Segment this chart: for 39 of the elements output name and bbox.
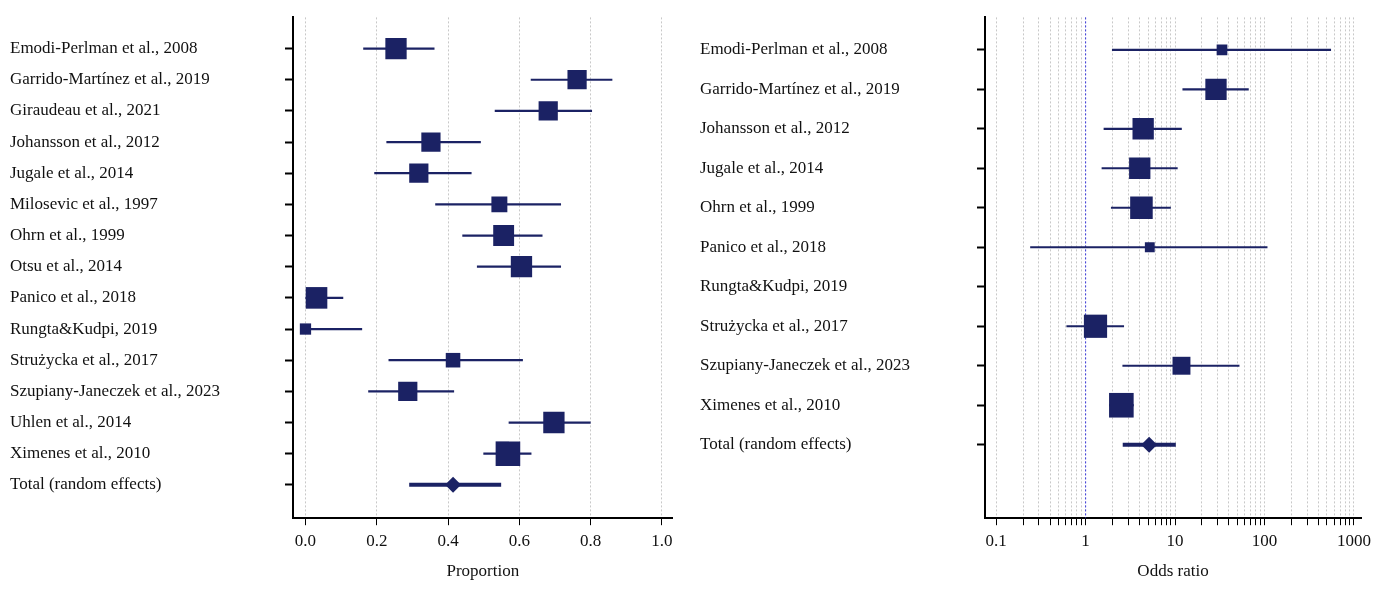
y-tick-label: Panico et al., 2018 — [10, 287, 137, 307]
y-tick-label: Milosevic et al., 1997 — [10, 193, 159, 213]
y-tick-label: Ohrn et al., 1999 — [700, 197, 815, 217]
y-tick-label: Johansson et al., 2012 — [700, 118, 850, 138]
y-tick-label: Garrido-Martínez et al., 2019 — [700, 78, 900, 98]
x-axis-title: Proportion — [446, 561, 520, 581]
x-tick-label: 1 — [1081, 530, 1090, 550]
y-tick-label: Rungta&Kudpi, 2019 — [10, 318, 158, 338]
y-tick-label: Total (random effects) — [700, 434, 852, 454]
y-tick-label: Panico et al., 2018 — [700, 236, 827, 256]
x-tick-label: 0.1 — [985, 530, 1007, 550]
x-axis-title: Odds ratio — [1137, 561, 1209, 581]
y-tick-label: Strużycka et al., 2017 — [10, 349, 159, 369]
x-tick-label: 1.0 — [651, 530, 673, 550]
y-tick-label: Otsu et al., 2014 — [10, 256, 123, 276]
y-tick-label: Total (random effects) — [10, 474, 162, 494]
x-tick-label: 10 — [1166, 530, 1184, 550]
y-tick-label: Jugale et al., 2014 — [700, 157, 824, 177]
y-tick-label: Ohrn et al., 1999 — [10, 225, 125, 245]
y-tick-label: Emodi-Perlman et al., 2008 — [700, 39, 888, 59]
y-tick-label: Ximenes et al., 2010 — [10, 443, 151, 463]
y-tick-label: Szupiany-Janeczek et al., 2023 — [10, 380, 221, 400]
y-tick-label: Ximenes et al., 2010 — [700, 394, 841, 414]
x-tick-label: 0.0 — [294, 530, 317, 550]
y-tick-label: Garrido-Martínez et al., 2019 — [10, 69, 210, 89]
y-tick-label: Jugale et al., 2014 — [10, 162, 134, 182]
y-tick-label: Szupiany-Janeczek et al., 2023 — [700, 355, 911, 375]
y-tick-label: Johansson et al., 2012 — [10, 131, 160, 151]
x-tick-label: 0.8 — [580, 530, 602, 550]
x-tick-label: 1000 — [1336, 530, 1371, 550]
y-tick-label: Strużycka et al., 2017 — [700, 315, 849, 335]
x-tick-label: 100 — [1251, 530, 1278, 550]
x-tick-label: 0.2 — [366, 530, 388, 550]
y-tick-label: Rungta&Kudpi, 2019 — [700, 276, 848, 296]
y-tick-label: Giraudeau et al., 2021 — [10, 100, 161, 120]
x-tick-label: 0.6 — [508, 530, 530, 550]
x-tick-label: 0.4 — [437, 530, 460, 550]
y-tick-label: Uhlen et al., 2014 — [10, 412, 132, 431]
y-tick-label: Emodi-Perlman et al., 2008 — [10, 38, 198, 58]
